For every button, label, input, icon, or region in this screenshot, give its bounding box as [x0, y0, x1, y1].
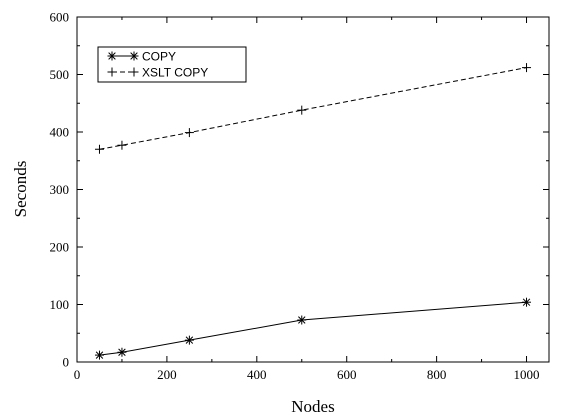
legend-marker-copy — [107, 51, 117, 61]
data-point-copy — [522, 297, 532, 307]
series-line-copy — [99, 301, 527, 356]
data-point-copy — [94, 350, 104, 360]
legend-label-xslt-copy: XSLT COPY — [142, 66, 208, 80]
y-tick-label: 200 — [50, 240, 70, 255]
data-point-copy — [117, 347, 127, 357]
data-point-xslt-copy — [522, 63, 532, 73]
data-point-xslt-copy — [94, 144, 104, 154]
y-tick-label: 100 — [50, 297, 70, 312]
legend-box — [97, 46, 247, 83]
legend-marker-xslt-copy — [129, 67, 139, 77]
x-tick-label: 800 — [427, 367, 447, 382]
legend: COPY XSLT COPY — [97, 46, 247, 83]
legend-label-copy: COPY — [142, 50, 176, 64]
x-axis-ticks: 0 200 400 600 800 1000 — [74, 17, 540, 382]
data-point-copy — [184, 335, 194, 345]
y-tick-label: 400 — [50, 125, 70, 140]
y-tick-label: 300 — [50, 182, 70, 197]
y-axis-label: Seconds — [11, 161, 30, 218]
y-tick-label: 0 — [63, 355, 70, 370]
y-axis-ticks: 0 100 200 300 400 500 600 — [50, 10, 549, 370]
data-point-xslt-copy — [184, 128, 194, 138]
legend-marker-copy — [129, 51, 139, 61]
x-tick-label: 600 — [337, 367, 357, 382]
data-point-copy — [297, 315, 307, 325]
y-tick-label: 600 — [50, 10, 70, 25]
data-point-xslt-copy — [297, 105, 307, 115]
data-point-xslt-copy — [117, 140, 127, 150]
y-tick-label: 500 — [50, 67, 70, 82]
legend-marker-xslt-copy — [107, 67, 117, 77]
x-tick-label: 400 — [247, 367, 267, 382]
x-tick-label: 200 — [157, 367, 177, 382]
x-tick-label: 1000 — [514, 367, 540, 382]
series-layer — [94, 63, 532, 360]
x-tick-label: 0 — [74, 367, 81, 382]
x-axis-label: Nodes — [291, 397, 334, 416]
